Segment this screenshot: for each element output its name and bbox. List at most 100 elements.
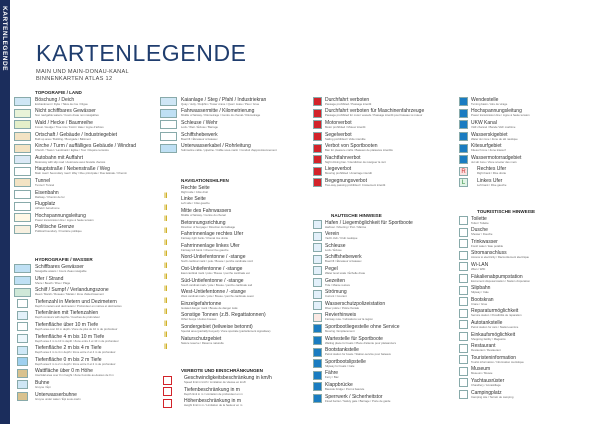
legend-translation: Water level scale / Échelle d'eau [325,271,366,276]
legend-label: Unterwasserkabel / Rohrleitung [181,143,251,150]
legend-translation: Boat lift / Élévateur à bateaux [181,136,218,141]
legend-translation: Main road / Secondary road / Way / Rue p… [35,171,127,176]
legend-item: Wartestelle für Sportboote Waiting place … [310,335,455,347]
legend-item: ‖ Süd-Untiefentonne / -stange South cardin… [160,277,305,294]
tunnel-icon [14,178,31,188]
legend-translation: Shopping facility / Magasins [471,336,506,341]
legend-item: Hochspannungsleitung Power transmission l… [14,212,159,224]
legend-item: ‖ Sonstige Tonnen (z.B. Regattatonnen) Oth… [160,312,305,328]
legend-label: Nicht schiffbares Gewässer [35,108,96,115]
legend-translation: Depth area over 10 m depth / Zone de plu… [35,326,118,331]
legend-translation: Reed / Marsh / Roseau / Marais / Zone d'… [35,292,104,297]
legend-translation: Fairway right bank / Chenal rive droite [181,236,229,241]
legend-translation: Right side / Côté droit [181,189,208,194]
legend-translation: Speed limit in km/h / Limitation de vite… [184,380,247,385]
railway-icon [14,190,31,200]
legend-translation: Middle of fairway / Kilometrage / Centre… [181,113,261,118]
legend-item: Buhne Groyne / Épi [14,379,159,391]
legend-label: Fahrrinnenlage rechtes Ufer [181,231,244,238]
legend-label: Autotankstelle [471,319,503,326]
fairway-icon [160,108,177,118]
no-motor-passage-icon [313,108,322,118]
legend-item: Yachtausrüster Chandlery / Accastillage [456,377,600,389]
legend-label: Liegeverbot [325,166,352,173]
legend-label: Mitte des Fahrwassers [181,208,232,215]
legend-item: Bootskran Crane / Grue [456,296,600,308]
legend-label: Fahrwassermitte / Kilometrierung [181,108,255,115]
legend-item: Nicht schiffbares Gewässer Non navigable … [14,108,159,120]
legend-translation: Water ski zone / Zone de ski nautique [471,136,518,141]
legend-label: Motorverbot [325,120,352,127]
legend-translation: Submarine cable / pipeline / Câble sous-… [181,148,277,153]
legend-label: Durchfahrt verboten [325,96,370,103]
road-icon [14,166,31,176]
buoyage-direction-icon: ‖ [164,228,168,236]
legend-item: Reparaturmöglichkeit Service station / Po… [456,308,600,320]
legend-translation: Special area (partially buoyed) / Zone s… [181,328,271,333]
legend-label: Süd-Untiefentonne / -stange [181,277,244,284]
legend-item: Wassermotorradgebiet Jet ski zone / Zone … [456,154,600,166]
south-cardinal-icon: ‖ [164,286,168,294]
legend-translation: Museum / Musée [471,371,493,376]
legend-translation: Nature reserve / Réserve naturelle [181,340,224,345]
legend-item: Unterwasserbuhne Groyne under water / Épi… [14,391,159,403]
legend-label: Wendestelle [471,96,499,103]
legend-label: Verbot von Sportbooten [325,143,378,150]
legend-label: Tiefenlinien mit Tiefenzahlen [35,310,99,317]
legend-item: Schleuse / Wehr Lock / Weir / Écluse / Ba… [160,119,305,131]
right-side-buoy-icon: ‖ [164,193,168,201]
legend-translation: Depth area 2 m to 4 m depth / Zone entre… [35,350,116,355]
legend-item: Böschung / Deich Embankment / Dyke / Talu… [14,96,159,108]
legend-item: Pegel Water level scale / Échelle d'eau [310,265,455,277]
legend-item: ‖ Mitte des Fahrwassers Middle of fairway … [160,207,305,224]
chandlery-icon [459,378,468,388]
legend-label: Wi-LAN [471,262,489,269]
legend-label: Wasserskigebiet [471,131,508,138]
pump-out-icon [459,274,468,284]
legend-translation: West cardinal mark / pole / Bouée / perc… [181,294,254,299]
legend-item: Tiefenfläche 2 m bis 4 m Tiefe Depth area… [14,344,159,356]
wifi-icon [459,262,468,272]
legend-label: Segelverbot [325,131,352,138]
legend-item: Durchfahrt verboten Passage prohibited / … [310,96,455,108]
left-bank-icon: L [459,178,468,188]
legend-column-2: Kaianlage / Steg / Pfahl / Industriekran… [160,96,305,409]
legend-label: Tiefenbeschränkung in m [184,386,240,393]
legend-item: Liegeverbot Mooring prohibited / Amarrage… [310,166,455,178]
legend-translation: Navigable waters / Cours d'eau navigable [35,269,87,274]
lock-icon [313,243,322,253]
legend-label: Dusche [471,227,488,234]
legend-label: Sondergebiet (teilweise betonnt) [181,323,253,330]
legend-label: Sportbootslipstelle [325,358,366,365]
legend-translation: Groyne / Épi [35,384,51,389]
legend-label: Ufer / Strand [35,275,64,282]
legend-translation: Passage prohibited / Passage interdit [325,101,372,106]
legend-translation: Middle of fairway / Centre du chenal [181,213,226,218]
legend-translation: Lock / Écluse [325,247,342,252]
legend-label: Touristeninformation [471,354,517,361]
legend-translation: Boat lift / Élévateur à bateaux [325,259,362,264]
legend-label: Geschwindigkeitsbeschränkung in km/h [184,375,272,382]
legend-item: Nachtfahrverbot Night driving ban / Inter… [310,154,455,166]
legend-item: Wi-LAN Wlan / WiFi [456,261,600,273]
legend-item: Geschwindigkeitsbeschränkung in km/h Spee… [160,374,305,386]
left-side-buoy-icon: ‖ [164,204,168,212]
legend-translation: Camping site / Terrain de camping [471,394,514,399]
legend-translation: Railway / Chemin de fer [35,194,65,199]
motorway-icon [14,155,31,165]
legend-item: Schleuse Lock / Écluse [310,242,455,254]
legend-item: Verein Yacht club / Club nautique [310,230,455,242]
legend-item: Einkaufsmöglichkeit Shopping facility / M… [456,331,600,343]
no-pleasure-craft-icon [313,143,322,153]
legend-label: Fahrrinnenlage linkes Ufer [181,242,240,249]
depth-area-icon [17,322,28,332]
boat-lift-icon [313,254,322,264]
legend-item: Tiefenzahl in Metern und Dezimetern Depth… [14,298,159,310]
non-navigable-water-icon [14,108,31,118]
legend-label: Hauptstraße / Nebenstraße / Weg [35,166,110,173]
legend-label: Bootskran [471,296,494,303]
no-sailing-icon [313,132,322,142]
restaurant-icon [459,343,468,353]
legend-label: Wald / Hecke / Baumreihe [35,120,93,127]
legend-label: Linke Seite [181,196,206,203]
